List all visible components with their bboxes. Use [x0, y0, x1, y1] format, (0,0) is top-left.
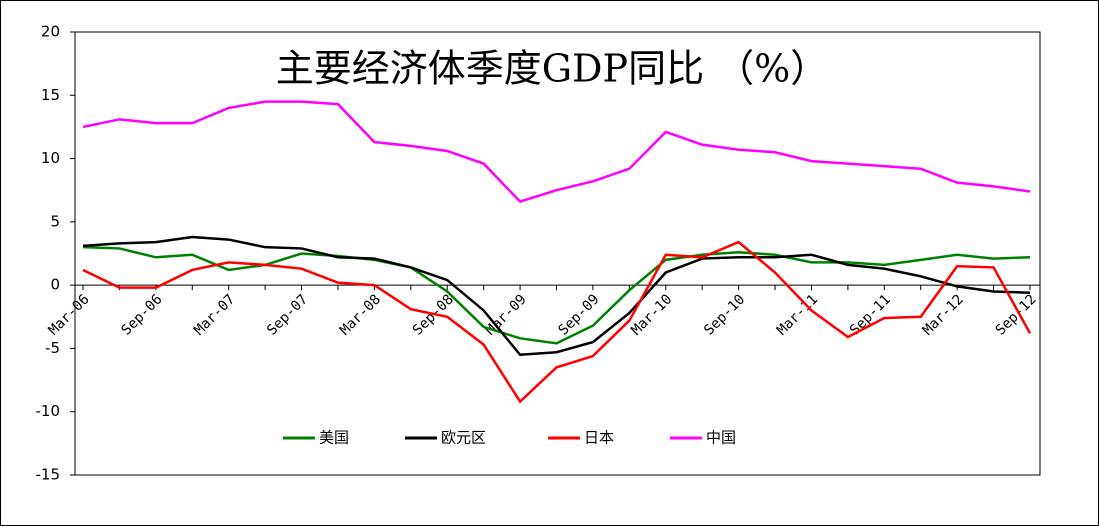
legend-label: 欧元区: [441, 429, 486, 447]
y-tick-label: 20: [41, 23, 60, 41]
legend-label: 美国: [319, 429, 349, 447]
plot-border: [74, 31, 1041, 476]
chart-title: 主要经济体季度GDP同比 （%）: [276, 47, 829, 91]
y-tick-label: -15: [36, 466, 61, 484]
series-line: [82, 245, 1031, 345]
y-tick-label: -10: [36, 402, 61, 420]
legend-label: 中国: [706, 429, 736, 447]
legend-label: 日本: [584, 429, 614, 447]
y-tick-label: 0: [50, 276, 60, 294]
y-tick-label: -5: [45, 339, 60, 357]
y-tick-label: 15: [41, 86, 60, 104]
series-line: [82, 240, 1032, 404]
y-tick-label: 5: [50, 212, 60, 230]
y-tick-label: 10: [41, 149, 60, 167]
series-line: [82, 100, 1031, 204]
series-line: [82, 235, 1031, 357]
